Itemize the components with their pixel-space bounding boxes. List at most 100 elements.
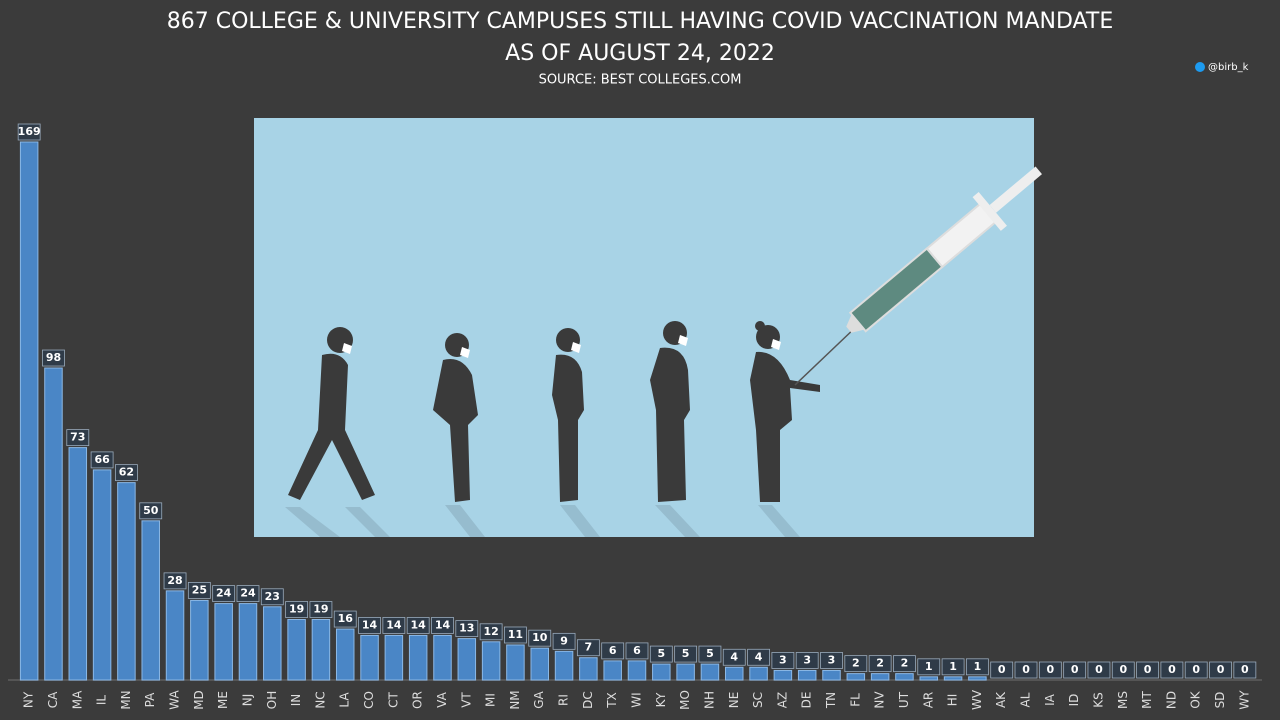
- x-tick-label: IL: [95, 695, 109, 706]
- x-tick-label: FL: [848, 693, 862, 707]
- bar: [700, 663, 720, 681]
- bar: [481, 641, 501, 681]
- value-label: 0: [1144, 663, 1152, 676]
- bar: [190, 599, 209, 681]
- value-label: 0: [1241, 663, 1249, 676]
- value-label-box: [1038, 661, 1062, 679]
- x-tick-label: MA: [70, 690, 84, 709]
- bar: [968, 676, 987, 681]
- x-tick-label: VA: [435, 691, 449, 707]
- value-label-box: [698, 645, 722, 663]
- value-label-box: [1136, 661, 1159, 679]
- value-label-box: [868, 655, 892, 673]
- value-label-box: [42, 349, 65, 367]
- bar: [44, 367, 63, 681]
- bar: [506, 644, 525, 681]
- value-label-box: [115, 464, 138, 482]
- value-label-box: [649, 645, 673, 663]
- x-tick-label: AZ: [775, 692, 789, 708]
- bar: [311, 619, 331, 681]
- value-label: 14: [362, 618, 378, 631]
- twitter-icon: [1195, 62, 1205, 72]
- value-label: 5: [657, 647, 665, 660]
- value-label: 62: [119, 466, 134, 479]
- bar: [238, 603, 258, 681]
- bar: [117, 482, 136, 681]
- value-label: 14: [386, 618, 402, 631]
- bar: [919, 676, 939, 681]
- bar: [433, 634, 452, 681]
- value-label: 7: [585, 641, 593, 654]
- value-label: 28: [167, 574, 182, 587]
- value-label: 4: [730, 650, 738, 663]
- value-label: 24: [240, 587, 256, 600]
- value-label: 0: [1047, 663, 1055, 676]
- x-tick-label: WY: [1237, 690, 1251, 710]
- value-label: 12: [483, 625, 498, 638]
- value-label-box: [17, 123, 41, 141]
- x-tick-label: WA: [168, 690, 182, 710]
- value-label-box: [820, 652, 843, 669]
- value-label-box: [1160, 661, 1184, 679]
- x-tick-label: ID: [1067, 694, 1081, 707]
- bar: [141, 520, 160, 681]
- value-label-box: [552, 632, 576, 650]
- value-label-box: [1111, 661, 1135, 679]
- bar: [846, 673, 866, 681]
- value-label: 2: [876, 657, 884, 670]
- value-label: 2: [852, 657, 860, 670]
- x-tick-label: CA: [46, 691, 60, 708]
- value-label: 0: [998, 663, 1006, 676]
- value-label: 98: [46, 351, 61, 364]
- x-tick-label: OK: [1189, 690, 1203, 708]
- bar: [676, 663, 695, 681]
- x-tick-label: ND: [1164, 691, 1178, 709]
- x-tick-label: MO: [678, 690, 692, 710]
- value-label-box: [504, 626, 527, 644]
- value-label-box: [893, 655, 916, 673]
- x-tick-label: AR: [921, 692, 935, 709]
- value-label: 23: [265, 590, 280, 603]
- x-tick-label: CO: [362, 691, 376, 709]
- value-label: 1: [974, 660, 982, 673]
- value-label-box: [1233, 661, 1257, 679]
- value-label: 66: [94, 453, 110, 466]
- bar: [214, 603, 233, 681]
- x-tick-label: SD: [1213, 692, 1227, 709]
- chart-title: 867 COLLEGE & UNIVERSITY CAMPUSES STILL …: [167, 9, 1113, 34]
- value-label-box: [941, 658, 965, 676]
- bar: [603, 660, 622, 681]
- value-label: 25: [192, 583, 207, 596]
- x-tick-label: NC: [313, 691, 327, 708]
- value-label: 24: [216, 587, 232, 600]
- x-tick-label: GA: [532, 690, 546, 708]
- value-label-box: [674, 645, 698, 663]
- value-label-box: [163, 572, 187, 590]
- bar: [652, 663, 671, 681]
- bar: [943, 676, 963, 681]
- bar: [384, 634, 404, 681]
- bar: [579, 657, 598, 681]
- value-label: 0: [1022, 663, 1030, 676]
- bar: [408, 634, 428, 681]
- x-tick-label: UT: [897, 691, 911, 708]
- x-tick-label: MI: [484, 693, 498, 707]
- x-tick-label: OR: [411, 691, 425, 709]
- x-tick-label: CT: [386, 691, 400, 707]
- value-label-box: [479, 623, 503, 641]
- value-label-box: [601, 642, 625, 660]
- bar: [822, 669, 841, 681]
- bar: [165, 590, 185, 681]
- bar: [554, 650, 574, 681]
- value-label: 1: [925, 660, 933, 673]
- bar: [263, 606, 282, 681]
- bar: [360, 634, 379, 681]
- value-label-box: [625, 642, 649, 660]
- illustration: [254, 118, 1043, 537]
- value-label: 14: [411, 618, 427, 631]
- bar: [797, 669, 817, 681]
- x-tick-label: PA: [143, 692, 157, 707]
- value-label-box: [406, 617, 430, 634]
- x-tick-label: AL: [1019, 692, 1033, 707]
- x-tick-label: VT: [459, 692, 473, 708]
